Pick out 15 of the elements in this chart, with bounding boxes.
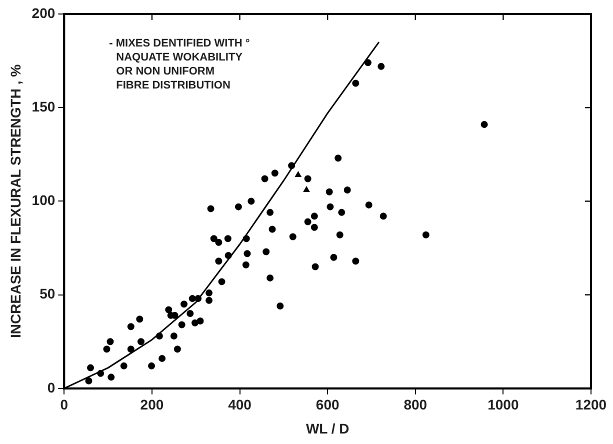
annotation: - MIXES DENTIFIED WITH ° NAQUATE WOKABILITY OR NON UNIFORM FIBRE DISTRIBUTION xyxy=(109,38,250,92)
y-tick-label: 100 xyxy=(32,192,56,208)
x-tick-label: 400 xyxy=(228,396,252,413)
x-axis-title: WL / D xyxy=(306,420,350,436)
y-tick-label: 150 xyxy=(32,98,56,114)
x-tick-label: 800 xyxy=(404,396,428,413)
y-tick-label: 200 xyxy=(32,4,56,21)
x-tick-label: 200 xyxy=(140,396,164,413)
x-tick-label: 600 xyxy=(316,396,340,413)
y-tick-label: 50 xyxy=(40,286,56,302)
y-axis-title: INCREASE IN FLEXURAL STRENGTH , % xyxy=(7,64,24,338)
x-tick-label: 1000 xyxy=(488,396,519,413)
x-tick-label: 1200 xyxy=(575,396,607,413)
y-tick-label: 0 xyxy=(47,379,56,396)
x-tick-label: 0 xyxy=(60,396,68,413)
